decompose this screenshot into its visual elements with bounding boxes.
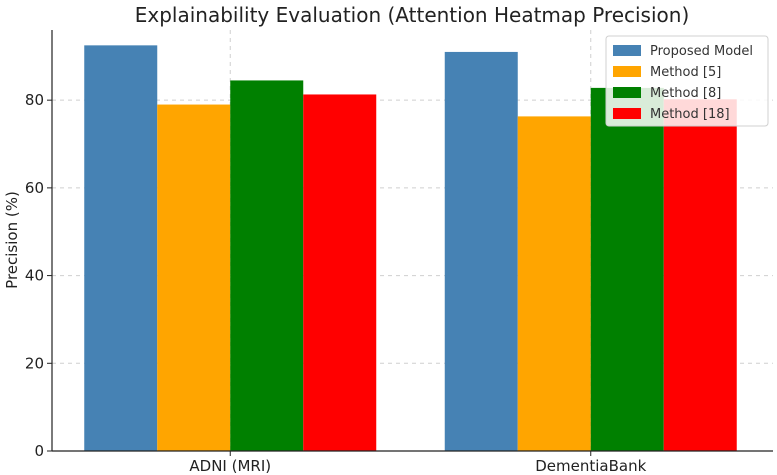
bar-method-8-0: [230, 80, 304, 452]
bar-method-5-1: [517, 116, 591, 452]
y-tick-label: 20: [25, 354, 44, 372]
y-tick-label: 60: [25, 179, 44, 197]
legend-label: Method [8]: [650, 86, 721, 101]
legend-frame: [605, 35, 769, 127]
bar-proposed-model-1: [444, 51, 518, 451]
y-tick-label: 80: [25, 91, 44, 109]
bars-layer: [84, 45, 737, 452]
legend-label: Method [5]: [650, 65, 721, 80]
bar-method-18-0: [303, 94, 377, 451]
bar-method-18-1: [663, 99, 737, 451]
y-axis-label: Precision (%): [3, 191, 21, 289]
y-tick-label: 0: [34, 442, 44, 460]
ticks-layer: 0 20 40 60 80 ADNI (MRI) DementiaBank: [25, 91, 647, 475]
x-tick-label: ADNI (MRI): [189, 457, 271, 475]
y-tick-label: 40: [25, 267, 44, 285]
legend-swatch: [613, 45, 641, 56]
chart-title: Explainability Evaluation (Attention Hea…: [135, 3, 690, 27]
x-tick-label: DementiaBank: [535, 457, 646, 475]
legend-label: Proposed Model: [650, 44, 753, 59]
legend-swatch: [613, 108, 641, 119]
legend-label: Method [18]: [650, 107, 730, 122]
legend-swatch: [613, 66, 641, 77]
bar-proposed-model-0: [84, 45, 158, 451]
legend: Proposed Model Method [5] Method [8] Method…: [605, 35, 769, 127]
bar-method-5-0: [157, 104, 231, 451]
legend-swatch: [613, 87, 641, 98]
bar-method-8-1: [590, 87, 664, 451]
